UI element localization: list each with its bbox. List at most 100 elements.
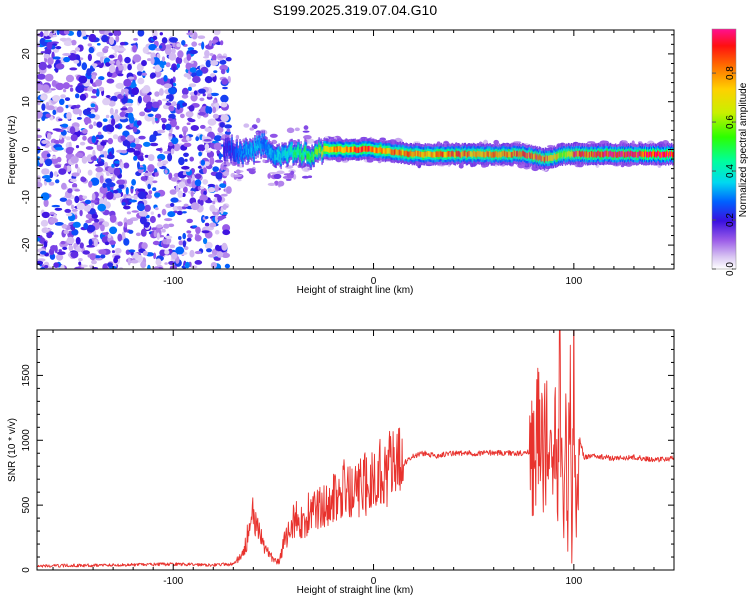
heatmap-cell	[193, 90, 198, 96]
heatmap-cell	[109, 36, 115, 46]
heatmap-cell	[368, 145, 370, 152]
heatmap-cell	[109, 54, 115, 59]
heatmap-cell	[318, 144, 320, 151]
heatmap-cell	[123, 162, 130, 169]
heatmap-cell	[211, 54, 217, 62]
heatmap-cell	[186, 230, 192, 234]
heatmap-cell	[130, 43, 138, 46]
heatmap-cell	[487, 151, 490, 158]
heatmap-cell	[207, 93, 212, 98]
heatmap-cell	[307, 175, 313, 178]
heatmap-cell	[530, 152, 533, 158]
heatmap-cell	[98, 76, 105, 81]
heatmap-cell	[164, 169, 168, 175]
heatmap-cell	[667, 150, 669, 157]
heatmap-cell	[439, 151, 441, 157]
heatmap-cell	[170, 148, 175, 155]
heatmap-cell	[221, 252, 230, 258]
heatmap-cell	[427, 151, 429, 157]
heatmap-cell	[231, 142, 233, 148]
heatmap-cell	[483, 152, 486, 158]
heatmap-cell	[137, 77, 145, 85]
heatmap-cell	[107, 262, 114, 268]
heatmap-cell	[220, 101, 228, 108]
heatmap-cell	[263, 138, 265, 144]
heatmap-cell	[446, 151, 448, 158]
heatmap-cell	[58, 118, 63, 121]
heatmap-cell	[372, 146, 374, 153]
heatmap-cell	[288, 149, 290, 155]
heatmap-cell	[198, 88, 206, 94]
heatmap-cell	[52, 155, 57, 160]
heatmap-cell	[143, 141, 151, 147]
heatmap-cell	[185, 261, 190, 269]
heatmap-cell	[650, 150, 652, 157]
heatmap-cell	[489, 150, 492, 157]
heatmap-cell	[98, 249, 107, 255]
heatmap-cell	[74, 189, 81, 192]
heatmap-cell	[635, 152, 638, 158]
heatmap-cell	[432, 152, 434, 158]
heatmap-cell	[331, 147, 333, 153]
heatmap-cell	[435, 151, 437, 158]
heatmap-cell	[394, 148, 396, 155]
heatmap-cell	[330, 146, 332, 153]
heatmap-cell	[159, 32, 163, 36]
heatmap-cell	[123, 88, 129, 93]
heatmap-cell	[545, 155, 548, 162]
heatmap-cell	[262, 144, 264, 150]
heatmap-cell	[99, 30, 105, 35]
heatmap-cell	[176, 103, 181, 110]
heatmap-cell	[102, 97, 111, 106]
heatmap-cell	[342, 147, 344, 154]
heatmap-cell	[535, 154, 538, 161]
heatmap-cell	[272, 152, 274, 159]
heatmap-cell	[502, 150, 505, 157]
heatmap-cell	[143, 222, 150, 228]
heatmap-cell	[60, 240, 66, 245]
heatmap-cell	[56, 253, 64, 261]
heatmap-cell	[606, 150, 609, 157]
heatmap-cell	[52, 128, 62, 131]
heatmap-cell	[291, 146, 293, 153]
heatmap-cell	[213, 135, 223, 142]
heatmap-cell	[82, 36, 88, 40]
heatmap-cell	[671, 150, 673, 157]
heatmap-cell	[329, 136, 335, 140]
heatmap-cell	[615, 152, 618, 159]
heatmap-cell	[85, 213, 93, 219]
heatmap-cell	[641, 151, 644, 157]
heatmap-cell	[478, 151, 481, 158]
heatmap-cell	[198, 151, 203, 157]
heatmap-cell	[573, 151, 576, 158]
heatmap-cell	[39, 31, 44, 38]
heatmap-cell	[224, 263, 230, 269]
heatmap-cell	[178, 157, 185, 166]
heatmap-cell	[637, 151, 640, 158]
heatmap-cell	[39, 37, 46, 46]
heatmap-cell	[85, 146, 94, 150]
heatmap-cell	[78, 194, 84, 202]
heatmap-cell	[102, 118, 108, 122]
heatmap-cell	[86, 68, 92, 77]
heatmap-cell	[91, 74, 97, 80]
heatmap-cell	[150, 72, 157, 79]
heatmap-cell	[142, 250, 148, 256]
heatmap-cell	[125, 187, 129, 195]
heatmap-cell	[132, 44, 138, 53]
heatmap-cell	[376, 147, 378, 154]
colorbar: 0.0 0.2 0.4 0.6 0.8 Normalized spectral ampl…	[711, 28, 749, 276]
heatmap-cell	[43, 241, 48, 248]
heatmap-cell	[55, 146, 64, 151]
y-tick-label: 0	[21, 567, 32, 573]
heatmap-cell	[204, 216, 209, 219]
heatmap-cell	[220, 68, 226, 75]
heatmap-cell	[343, 147, 345, 153]
heatmap-cell	[222, 86, 228, 90]
heatmap-cell	[212, 99, 217, 104]
heatmap-cell	[282, 151, 284, 158]
heatmap-cell	[315, 148, 317, 155]
heatmap-cell	[107, 233, 112, 239]
heatmap-cell	[220, 94, 229, 103]
heatmap-cell	[356, 147, 358, 153]
